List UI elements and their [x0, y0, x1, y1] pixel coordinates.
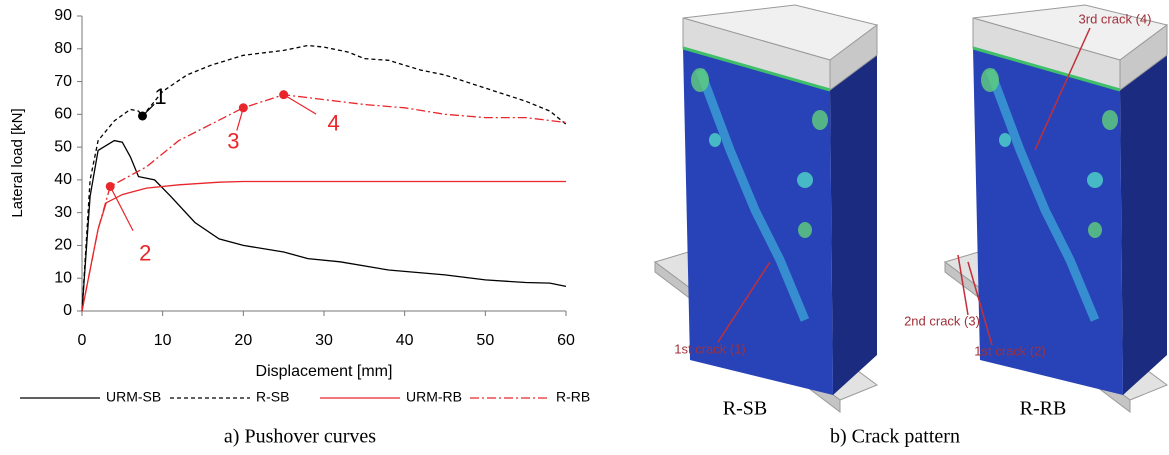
legend-label: R-RB [556, 389, 590, 405]
panel-caption: b) Crack pattern [830, 426, 960, 448]
crack-label: 1st crack (1) [674, 341, 746, 356]
annotation-point [138, 111, 147, 120]
annotation-label: 3 [227, 129, 239, 154]
x-tick-label: 50 [476, 332, 494, 349]
x-tick-label: 20 [234, 332, 252, 349]
series-line [82, 141, 566, 311]
annotation-label: 1 [154, 84, 166, 109]
annotation-point [279, 90, 288, 99]
y-tick-label: 70 [54, 73, 72, 90]
y-tick-label: 80 [54, 40, 72, 57]
y-tick-label: 90 [54, 7, 72, 24]
wall-label: R-SB [723, 398, 767, 420]
y-tick-label: 30 [54, 204, 72, 221]
legend-label: R-SB [256, 389, 289, 405]
series-line [82, 182, 566, 312]
y-tick-label: 60 [54, 106, 72, 123]
figure: 1st crack (1) 2nd crack (3) 1st crack (2… [0, 0, 1169, 455]
crack-label: 3rd crack (4) [1079, 11, 1152, 26]
x-tick-label: 60 [557, 332, 575, 349]
crack-label: 2nd crack (3) [904, 313, 980, 328]
x-axis-label: Displacement [mm] [256, 363, 393, 380]
x-tick-label: 0 [78, 332, 87, 349]
x-tick-label: 10 [154, 332, 172, 349]
crack-label: 1st crack (2) [974, 343, 1046, 358]
annotation-point [106, 182, 115, 191]
panel-caption: a) Pushover curves [224, 426, 376, 448]
legend-label: URM-RB [406, 389, 462, 405]
legend-label: URM-SB [106, 389, 161, 405]
y-axis-label: Lateral load [kN] [9, 108, 26, 217]
annotation-label: 4 [328, 110, 340, 135]
y-tick-label: 10 [54, 269, 72, 286]
annotation-point [239, 103, 248, 112]
wall-label: R-RB [1020, 398, 1067, 420]
y-tick-label: 40 [54, 171, 72, 188]
annotation-label: 2 [139, 240, 151, 265]
series-line [82, 95, 566, 311]
y-tick-label: 50 [54, 138, 72, 155]
y-tick-label: 0 [63, 302, 72, 319]
x-tick-label: 40 [396, 332, 414, 349]
x-tick-label: 30 [315, 332, 333, 349]
y-tick-label: 20 [54, 237, 72, 254]
